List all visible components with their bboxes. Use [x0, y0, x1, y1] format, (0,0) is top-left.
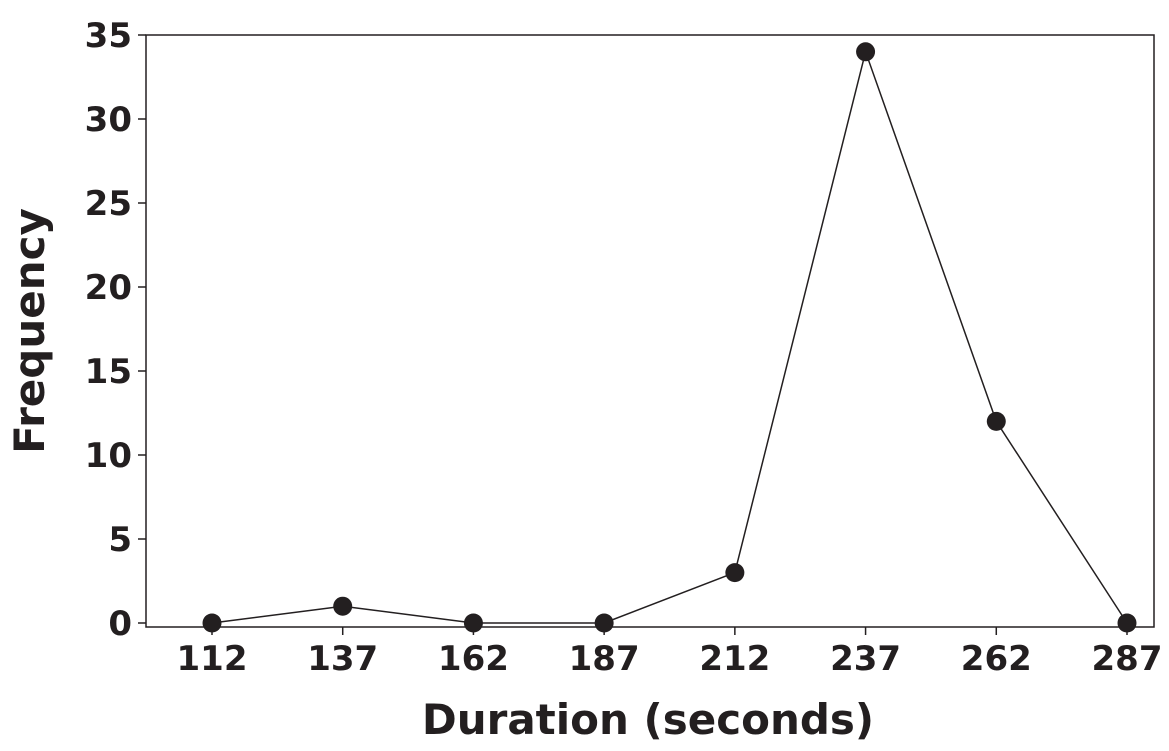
x-axis-title: Duration (seconds)	[422, 695, 874, 744]
series-markers	[202, 42, 1137, 633]
data-point	[725, 563, 745, 583]
y-tick-label: 35	[85, 16, 132, 56]
x-tick-label: 212	[699, 639, 770, 679]
x-axis: 112 137 162 187 212 237 262 287	[177, 627, 1163, 679]
y-tick-label: 10	[85, 436, 132, 476]
data-point	[202, 613, 222, 633]
data-point	[333, 596, 353, 616]
y-tick-label: 0	[108, 604, 132, 644]
data-point	[856, 42, 876, 62]
data-point	[463, 613, 483, 633]
plot-frame	[145, 34, 1155, 628]
data-point	[594, 613, 614, 633]
x-tick-label: 262	[961, 639, 1032, 679]
y-tick-label: 25	[85, 184, 132, 224]
y-tick-label: 30	[85, 100, 132, 140]
y-tick-label: 15	[85, 352, 132, 392]
x-tick-label: 287	[1092, 639, 1163, 679]
data-point	[986, 411, 1006, 431]
x-tick-label: 237	[830, 639, 901, 679]
x-tick-label: 187	[569, 639, 640, 679]
y-axis: 0 5 10 15 20 25 30 35	[85, 16, 146, 644]
data-point	[1117, 613, 1137, 633]
x-tick-label: 162	[438, 639, 509, 679]
y-axis-title: Frequency	[5, 208, 54, 454]
y-tick-label: 5	[108, 520, 132, 560]
x-tick-label: 112	[177, 639, 248, 679]
x-tick-label: 137	[307, 639, 378, 679]
y-tick-label: 20	[85, 268, 132, 308]
series-line	[211, 49, 1128, 624]
